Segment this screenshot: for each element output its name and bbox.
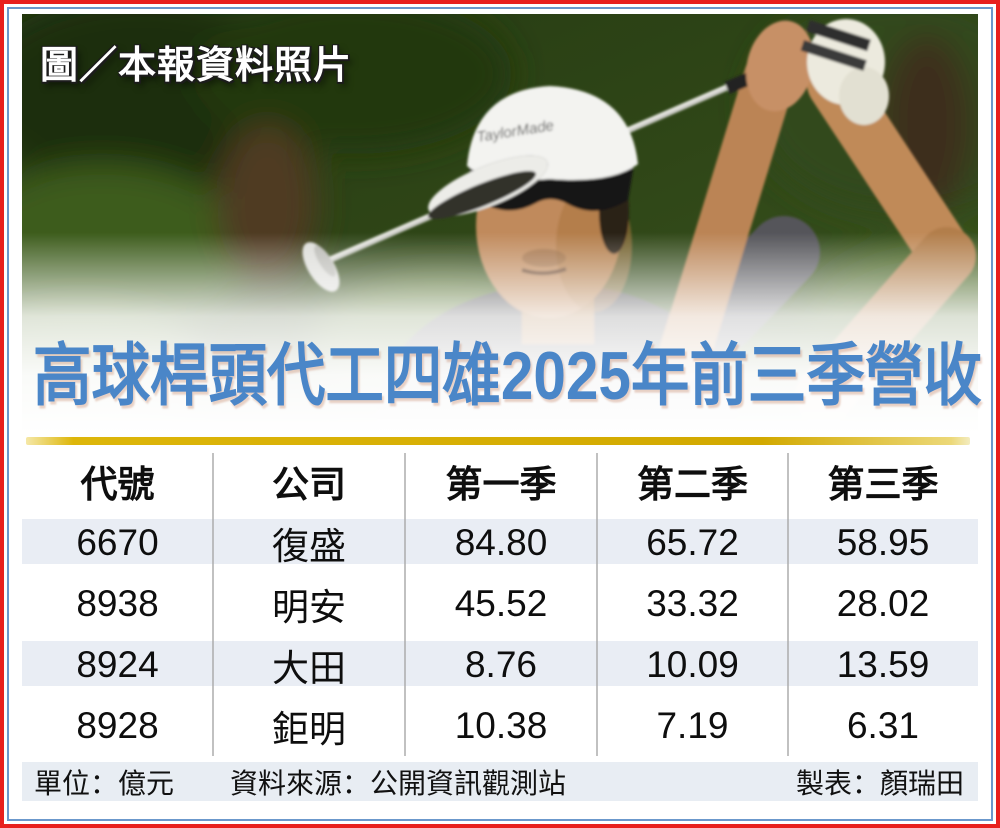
cell-q1: 84.80 xyxy=(454,521,548,563)
col-header-q1: 第一季 xyxy=(445,464,557,505)
cell-q2: 7.19 xyxy=(656,704,729,746)
cell-q3: 58.95 xyxy=(836,521,930,563)
cell-code: 8928 xyxy=(76,704,159,746)
headline: 高球桿頭代工四雄2025年前三季營收 xyxy=(33,338,982,414)
cell-q2: 33.32 xyxy=(646,582,739,624)
cell-company: 鉅明 xyxy=(272,708,346,750)
cell-q3: 6.31 xyxy=(846,704,919,746)
column-divider xyxy=(787,453,789,756)
table-row: 6670 復盛 84.80 65.72 58.95 xyxy=(22,512,978,573)
col-header-q2: 第二季 xyxy=(637,464,748,505)
cell-company: 明安 xyxy=(272,586,346,628)
cell-q1: 10.38 xyxy=(454,704,548,746)
golfer-photo: TaylorMade 圖／本報資料照片 xyxy=(22,14,978,434)
cell-code: 6670 xyxy=(76,521,159,563)
headline-accent-bar xyxy=(26,437,970,445)
table-header-row: 代號 公司 第一季 第二季 第三季 xyxy=(22,450,978,512)
col-header-q3: 第三季 xyxy=(827,464,939,505)
unit-note: 單位：億元 xyxy=(34,767,175,799)
cell-code: 8924 xyxy=(76,643,159,685)
source-note: 資料來源：公開資訊觀測站 xyxy=(230,767,567,799)
cell-q3: 13.59 xyxy=(836,643,930,685)
cell-q1: 45.52 xyxy=(454,582,548,624)
cell-q1: 8.76 xyxy=(464,643,537,685)
column-divider xyxy=(404,453,406,756)
revenue-table: 代號 公司 第一季 第二季 第三季 6670 復盛 84.80 65.72 58… xyxy=(22,450,978,756)
col-header-company: 公司 xyxy=(272,464,346,505)
table-credit: 製表：顏瑞田 xyxy=(795,767,964,799)
photo-white-fade xyxy=(22,14,978,434)
column-divider xyxy=(212,453,214,756)
cell-q2: 65.72 xyxy=(646,521,739,563)
cell-code: 8938 xyxy=(76,582,159,624)
cell-q3: 28.02 xyxy=(836,582,930,624)
table-row: 8924 大田 8.76 10.09 13.59 xyxy=(22,634,978,695)
table-row: 8928 鉅明 10.38 7.19 6.31 xyxy=(22,695,978,756)
table-row: 8938 明安 45.52 33.32 28.02 xyxy=(22,573,978,634)
column-divider xyxy=(596,453,598,756)
photo-credit: 圖／本報資料照片 xyxy=(40,45,353,87)
cell-company: 復盛 xyxy=(272,525,346,567)
col-header-code: 代號 xyxy=(80,464,155,505)
table-footer: 單位：億元 資料來源：公開資訊觀測站 製表：顏瑞田 xyxy=(22,762,978,801)
cell-q2: 10.09 xyxy=(646,643,739,685)
cell-company: 大田 xyxy=(272,647,346,689)
